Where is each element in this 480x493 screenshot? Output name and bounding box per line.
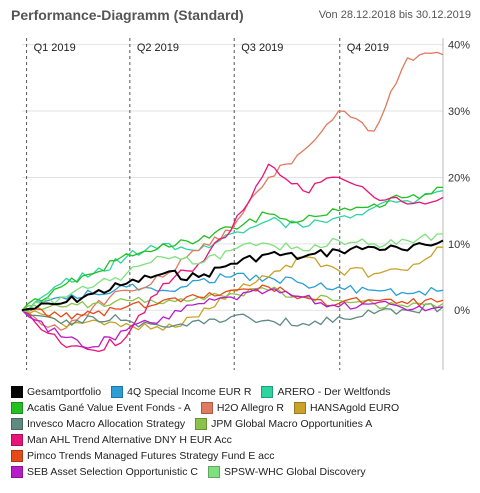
legend-row: Pimco Trends Managed Futures Strategy Fu… xyxy=(11,448,476,464)
legend-item[interactable]: Acatis Gané Value Event Fonds - A xyxy=(11,402,191,414)
legend-item[interactable]: ARERO - Der Weltfonds xyxy=(261,386,390,398)
legend-swatch xyxy=(11,434,23,446)
legend-label: SEB Asset Selection Opportunistic C xyxy=(27,466,198,478)
legend-item[interactable]: Gesamtportfolio xyxy=(11,386,101,398)
legend-row: Invesco Macro Allocation Strategy JPM Glo… xyxy=(11,416,476,432)
quarter-label: Q1 2019 xyxy=(34,42,76,54)
legend-swatch xyxy=(11,386,23,398)
quarter-label: Q2 2019 xyxy=(137,42,179,54)
legend-swatch xyxy=(11,450,23,462)
legend-swatch xyxy=(11,402,23,414)
legend-label: 4Q Special Income EUR R xyxy=(127,386,252,398)
legend-swatch xyxy=(195,418,208,430)
legend-item[interactable]: H2O Allegro R xyxy=(200,402,284,414)
series-line xyxy=(21,163,444,353)
series-line xyxy=(21,233,444,313)
series-line xyxy=(21,239,444,312)
legend-swatch xyxy=(261,386,274,398)
series-line xyxy=(21,288,444,349)
legend-row: Gesamtportfolio 4Q Special Income EUR R AR… xyxy=(11,384,476,400)
y-tick-label: 20% xyxy=(448,172,470,184)
legend-swatch xyxy=(293,402,306,414)
legend-item[interactable]: HANSAgold EURO xyxy=(293,402,400,414)
legend-row: SEB Asset Selection Opportunistic C SPSW-… xyxy=(11,464,476,480)
legend-item[interactable]: Invesco Macro Allocation Strategy xyxy=(11,418,185,430)
y-tick-label: 10% xyxy=(448,239,470,251)
legend-swatch xyxy=(111,386,124,398)
legend-label: SPSW-WHC Global Discovery xyxy=(224,466,366,478)
legend-swatch xyxy=(208,466,220,478)
quarter-label: Q4 2019 xyxy=(347,42,389,54)
y-tick-label: 30% xyxy=(448,106,470,118)
legend-label: Invesco Macro Allocation Strategy xyxy=(27,418,186,430)
legend-item[interactable]: Man AHL Trend Alternative DNY H EUR Acc xyxy=(11,434,232,446)
legend-label: ARERO - Der Weltfonds xyxy=(277,386,391,398)
legend-label: Pimco Trends Managed Futures Strategy Fu… xyxy=(27,450,275,462)
chart-legend: Gesamtportfolio 4Q Special Income EUR R AR… xyxy=(11,384,476,480)
legend-row: Man AHL Trend Alternative DNY H EUR Acc xyxy=(11,432,476,448)
legend-item[interactable]: Pimco Trends Managed Futures Strategy Fu… xyxy=(11,450,274,462)
legend-swatch xyxy=(200,402,213,414)
performance-plot: 0% 10% 20% 30% 40% Q1 2019 Q2 2019 Q3 2019 Q4 20… xyxy=(21,38,470,370)
legend-label: HANSAgold EURO xyxy=(309,402,400,414)
legend-item[interactable]: SEB Asset Selection Opportunistic C xyxy=(11,466,198,478)
legend-item[interactable]: SPSW-WHC Global Discovery xyxy=(208,466,366,478)
legend-swatch xyxy=(11,418,23,430)
series-line xyxy=(21,246,443,331)
legend-label: Man AHL Trend Alternative DNY H EUR Acc xyxy=(27,434,232,446)
legend-row: Acatis Gané Value Event Fonds - A H2O All… xyxy=(11,400,476,416)
legend-label: JPM Global Macro Opportunities A xyxy=(211,418,373,430)
series-line xyxy=(21,303,444,328)
series-line xyxy=(21,284,444,320)
legend-label: H2O Allegro R xyxy=(216,402,284,414)
legend-label: Gesamtportfolio xyxy=(27,386,102,398)
legend-item[interactable]: JPM Global Macro Opportunities A xyxy=(195,418,372,430)
legend-swatch xyxy=(11,466,23,478)
y-tick-label: 0% xyxy=(454,305,470,317)
legend-item[interactable]: 4Q Special Income EUR R xyxy=(111,386,251,398)
date-range: Von 28.12.2018 bis 30.12.2019 xyxy=(318,9,471,21)
legend-label: Acatis Gané Value Event Fonds - A xyxy=(27,402,191,414)
series-line xyxy=(21,186,444,311)
quarter-label: Q3 2019 xyxy=(241,42,283,54)
series-line xyxy=(21,51,444,331)
chart-header: Performance-Diagramm (Standard) Von 28.1… xyxy=(0,0,480,30)
chart-title: Performance-Diagramm (Standard) xyxy=(11,7,244,23)
y-tick-label: 40% xyxy=(448,40,470,52)
